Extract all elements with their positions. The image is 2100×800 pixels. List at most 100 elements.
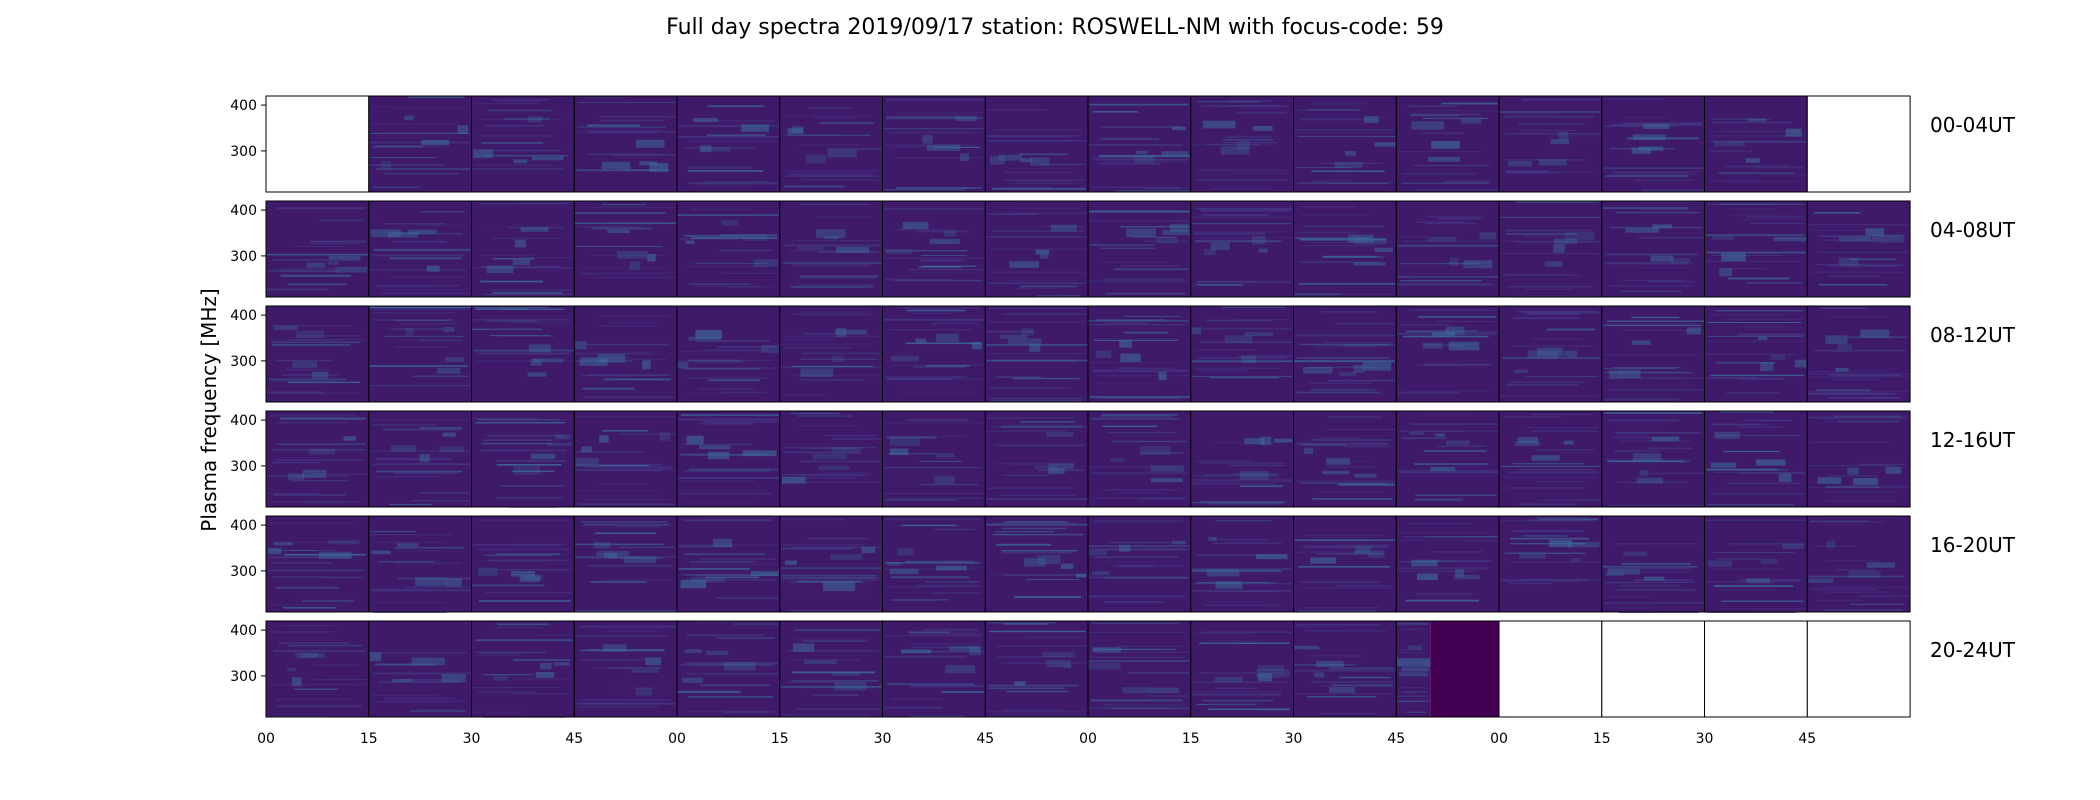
spectral-speckle [1760,558,1778,564]
spectral-speckle [934,475,955,484]
spectrum-fill [1499,516,1602,612]
spectral-band-line [1144,240,1189,242]
spectral-speckle [1411,121,1444,130]
spectral-speckle [629,261,640,270]
spectral-band-line [296,335,361,337]
spectral-band-line [683,147,755,149]
spectral-band-line [1710,423,1763,426]
spectral-band-line [1621,584,1680,587]
spectral-band-line [1099,415,1172,417]
spectral-band-line [374,309,466,311]
spectral-speckle [599,435,609,443]
spectral-speckle [1636,477,1663,484]
x-tick-label: 45 [976,731,994,747]
spectral-band-line [794,172,871,174]
spectral-band-line [909,685,984,688]
spectral-band-line [524,257,574,259]
spectral-band-line [1146,695,1189,697]
spectral-band-line [1192,693,1281,696]
spectral-band-line [1306,545,1389,548]
spectral-band-line [679,544,777,546]
spectral-band-line [372,319,455,321]
spectral-band-line [733,623,779,625]
spectral-speckle [1554,238,1578,244]
spectral-speckle [1345,151,1356,156]
spectral-band-line [803,332,868,335]
spectral-speckle [805,154,827,164]
spectral-speckle [1161,151,1189,156]
spectral-band-line [1191,223,1292,225]
spectral-band-line [816,216,872,218]
spectral-speckle [700,147,731,152]
x-tick-label: 15 [1593,731,1611,747]
spectral-speckle [1782,543,1805,549]
spectral-speckle [1353,262,1386,266]
spectral-band-line [1814,212,1861,214]
spectral-band-line [280,269,343,272]
spectral-band-line [1601,207,1688,209]
spectral-band-line [1198,672,1285,674]
spectral-band-line [1343,445,1392,448]
spectral-band-line [1197,284,1242,286]
spectral-band-line [1399,669,1430,671]
spectrum-panel [676,620,781,718]
spectral-band-line [919,460,962,462]
spectral-band-line [602,430,649,432]
spectral-band-line [1712,121,1792,124]
spectral-band-line [1707,335,1803,337]
spectral-speckle [555,434,571,440]
spectral-band-line [910,272,973,274]
spectral-band-line [1510,113,1555,115]
spectral-band-line [1746,282,1802,284]
spectral-band-line [1715,424,1770,426]
row-time-label: 20-24UT [1930,638,2016,662]
spectral-band-line [1299,261,1379,263]
spectral-band-line [895,228,955,231]
spectral-band-line [1299,581,1382,583]
spectral-speckle [301,653,325,658]
spectral-speckle [1258,248,1268,253]
spectral-band-line [1201,631,1294,633]
spectral-band-line [472,544,560,546]
spectral-band-line [1518,310,1599,313]
spectral-speckle [1244,438,1265,445]
spectral-band-line [1311,102,1366,105]
spectral-band-line [1000,494,1075,496]
spectral-band-line [472,584,545,587]
spectrum-fill [1499,201,1602,297]
spectral-band-line [271,392,360,395]
spectrum-fill [1396,411,1500,507]
spectral-band-line [1305,534,1383,537]
spectral-band-line [813,694,858,696]
spectral-band-line [689,468,778,471]
spectral-band-line [1327,465,1376,468]
spectral-speckle [1260,436,1272,445]
spectral-band-line [677,418,780,421]
spectral-band-line [883,422,985,424]
spectral-band-line [581,702,630,704]
spectral-band-line [1001,313,1088,316]
spectral-band-line [1509,583,1554,585]
spectral-band-line [474,350,545,352]
spectral-band-line [1719,203,1805,205]
spectral-band-line [990,426,1088,429]
spectral-speckle [530,453,556,460]
spectral-band-line [1615,589,1696,591]
spectral-band-line [1100,247,1156,249]
spectral-band-line [1860,463,1907,465]
spectral-band-line [1807,575,1904,578]
spectral-band-line [789,610,880,612]
spectral-band-line [1608,419,1679,422]
spectral-band-line [375,541,447,543]
spectral-band-line [1208,708,1291,711]
spectral-band-line [986,523,1088,526]
x-tick-label: 15 [360,731,378,747]
spectrum-panel [882,305,986,403]
spectral-band-line [1301,587,1392,589]
spectral-band-line [1312,540,1372,542]
spectral-speckle [955,115,977,122]
spectral-band-line [884,586,947,588]
spectral-band-line [1300,245,1377,247]
spectral-band-line [1026,579,1080,580]
spectral-band-line [293,688,338,690]
